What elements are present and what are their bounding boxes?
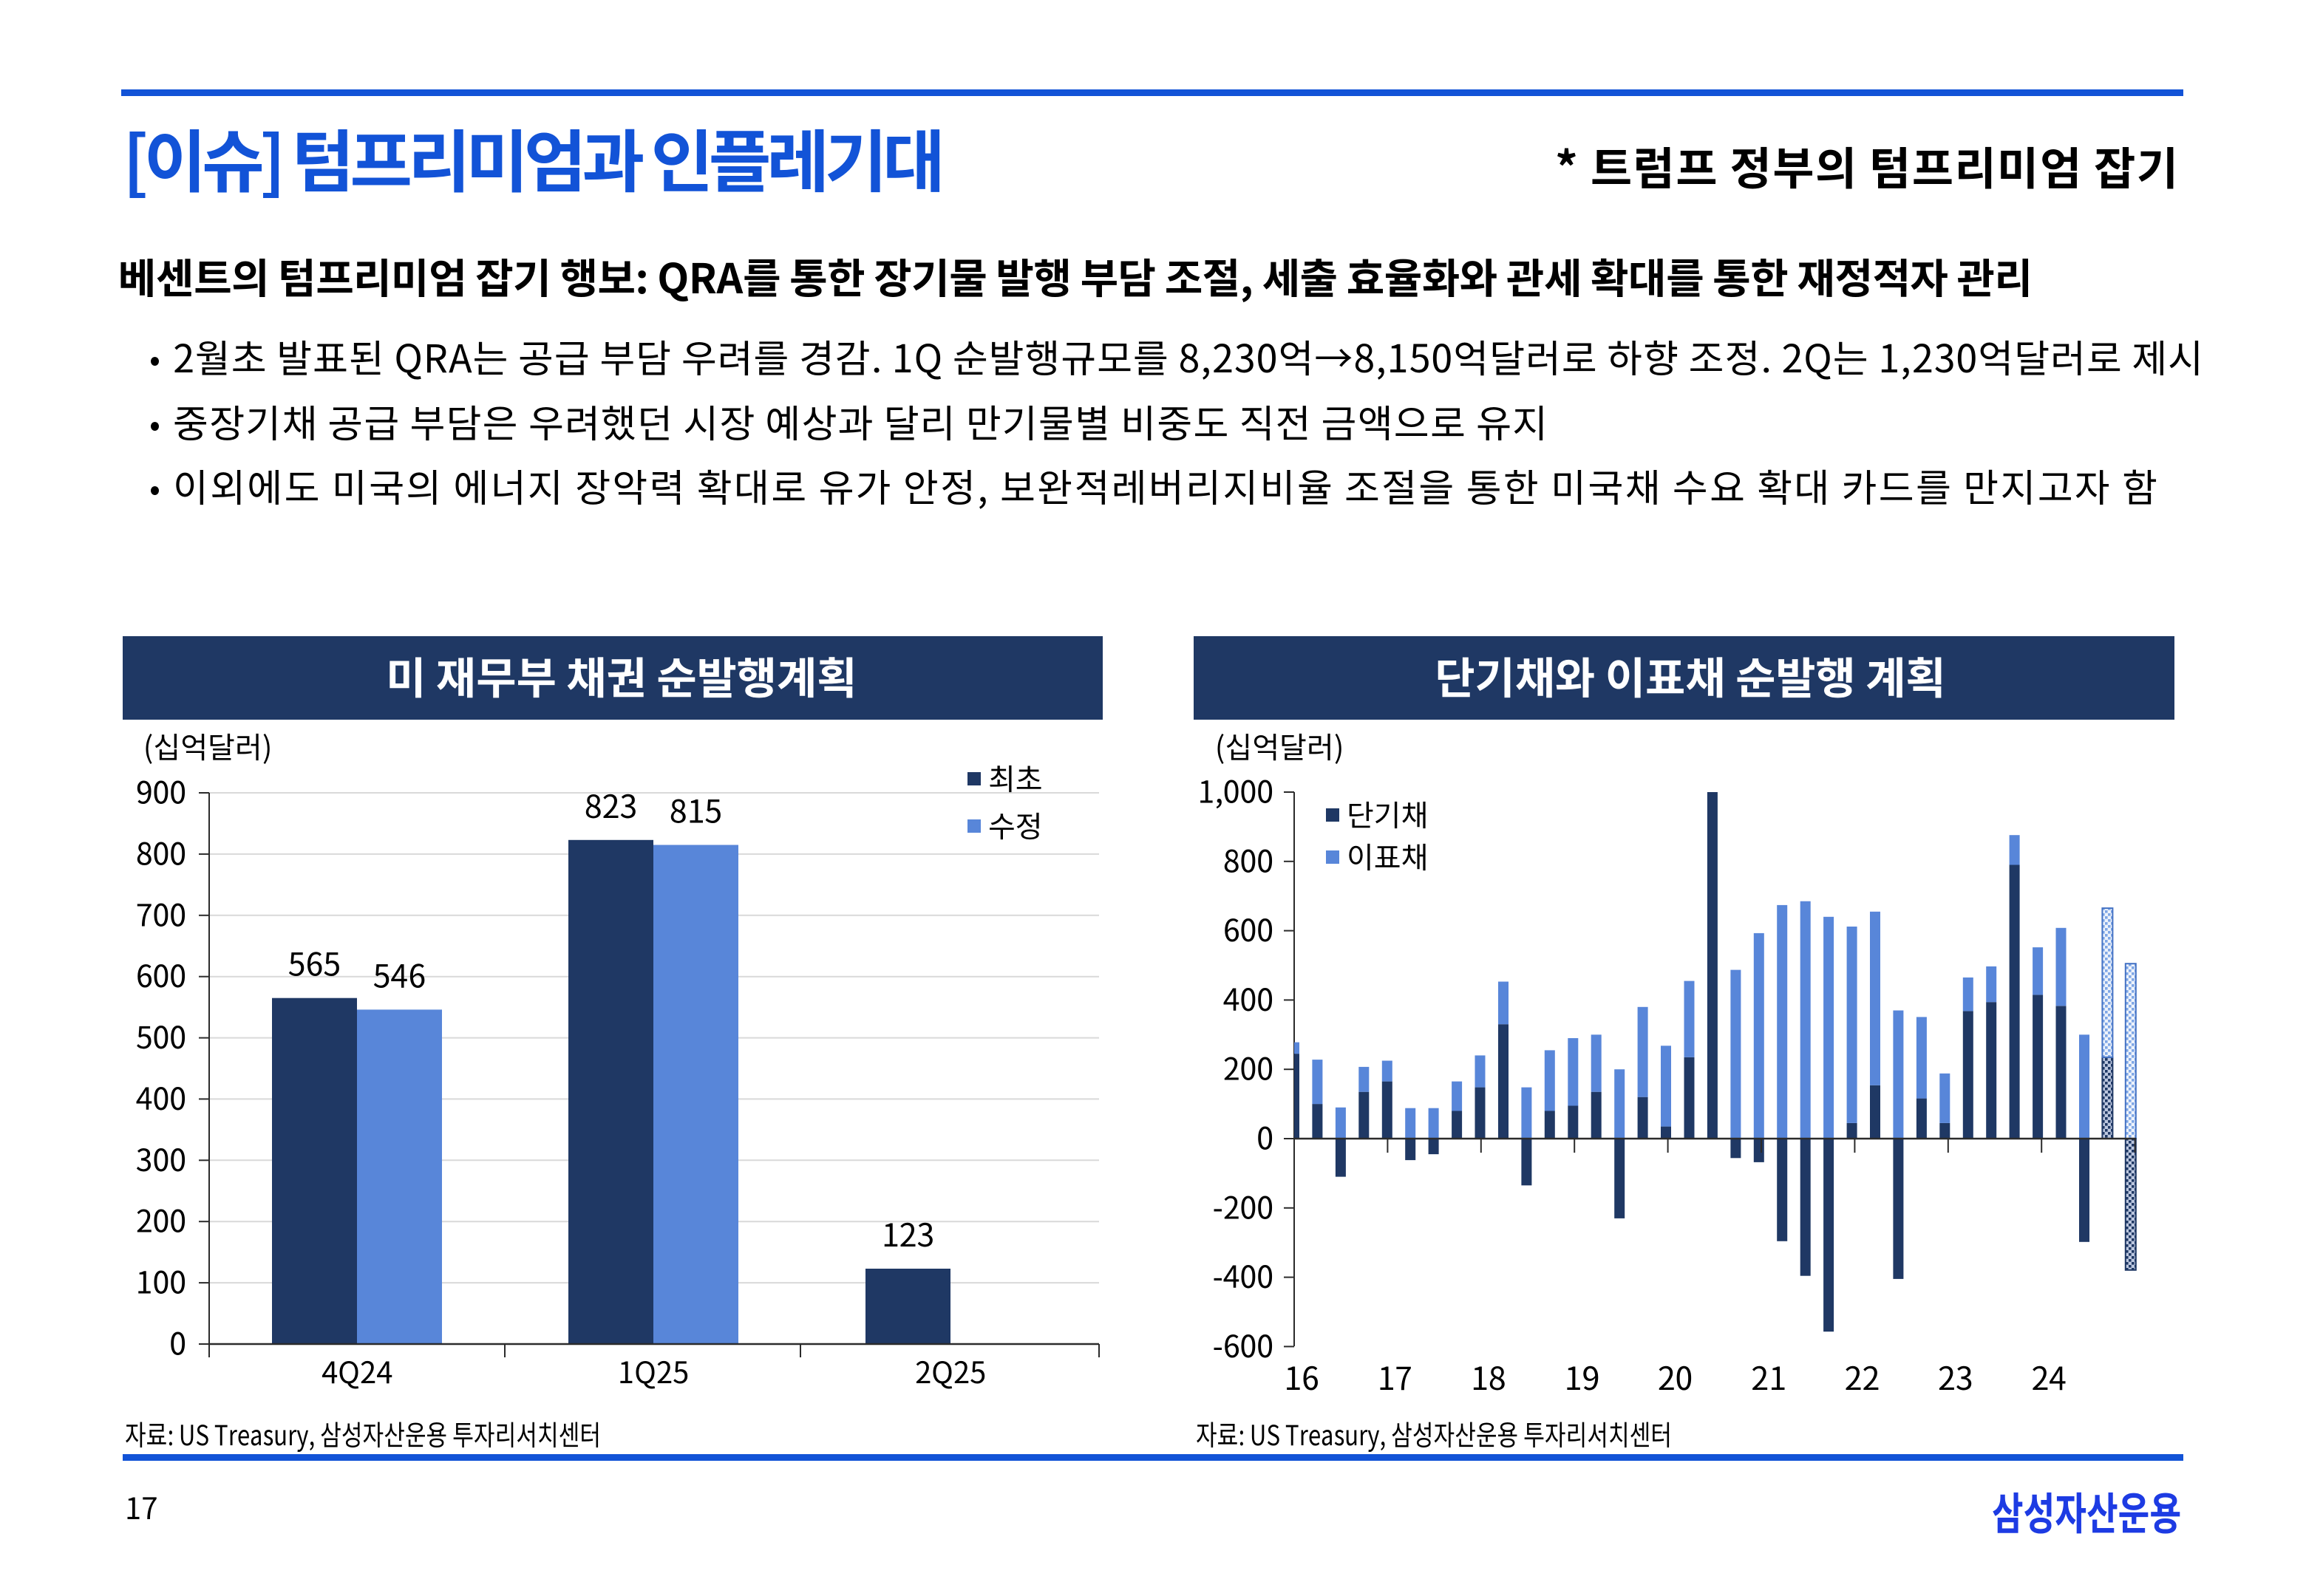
- svg-text:0: 0: [1256, 1114, 1273, 1159]
- svg-text:•: •: [149, 398, 160, 446]
- svg-text:800: 800: [1223, 836, 1273, 881]
- svg-text:21: 21: [1751, 1354, 1786, 1399]
- svg-text:17: 17: [125, 1485, 157, 1528]
- svg-text:단기채: 단기채: [1347, 792, 1428, 835]
- svg-text:565: 565: [288, 940, 341, 986]
- svg-text:22: 22: [1845, 1354, 1880, 1399]
- svg-text:수정: 수정: [988, 803, 1043, 846]
- svg-text:500: 500: [136, 1013, 186, 1057]
- svg-text:단기채와 이표채 순발행 계획: 단기채와 이표채 순발행 계획: [1435, 644, 1946, 706]
- svg-text:24: 24: [2031, 1354, 2067, 1399]
- svg-text:이표채: 이표채: [1347, 834, 1428, 877]
- svg-text:자료: US Treasury, 삼성자산운용 투자리서치센: 자료: US Treasury, 삼성자산운용 투자리서치센터: [1196, 1413, 1672, 1453]
- svg-text:4Q24: 4Q24: [322, 1349, 392, 1392]
- svg-text:베센트의 텀프리미엄 잡기 행보: QRA를 통한 장기물: 베센트의 텀프리미엄 잡기 행보: QRA를 통한 장기물 발행 부담 조절, …: [118, 246, 2033, 306]
- svg-text:자료: US Treasury, 삼성자산운용 투자리서치센: 자료: US Treasury, 삼성자산운용 투자리서치센터: [125, 1413, 601, 1453]
- svg-text:823: 823: [585, 782, 638, 828]
- svg-text:-600: -600: [1213, 1322, 1274, 1366]
- svg-text:200: 200: [1223, 1045, 1273, 1089]
- svg-text:-400: -400: [1213, 1252, 1274, 1297]
- svg-text:1,000: 1,000: [1198, 768, 1273, 812]
- svg-text:최초: 최초: [988, 756, 1043, 799]
- svg-text:삼성자산운용: 삼성자산운용: [1992, 1479, 2181, 1543]
- svg-text:400: 400: [1223, 975, 1273, 1020]
- svg-text:2월초 발표된 QRA는 공급 부담 우려를 경감. 1Q: 2월초 발표된 QRA는 공급 부담 우려를 경감. 1Q 순발행규모를 8,2…: [173, 328, 2203, 383]
- svg-text:이외에도 미국의 에너지 장악력 확대로 유가 안정, 보완: 이외에도 미국의 에너지 장악력 확대로 유가 안정, 보완적레버리지비율 조절…: [173, 457, 2157, 513]
- svg-text:16: 16: [1284, 1354, 1319, 1399]
- svg-text:17: 17: [1378, 1354, 1413, 1399]
- svg-text:200: 200: [136, 1197, 186, 1241]
- svg-text:900: 900: [136, 768, 186, 813]
- svg-text:123: 123: [882, 1210, 935, 1256]
- svg-text:[이슈] 텀프리미엄과 인플레기대: [이슈] 텀프리미엄과 인플레기대: [123, 108, 945, 206]
- svg-text:300: 300: [136, 1136, 186, 1180]
- svg-text:20: 20: [1658, 1354, 1693, 1399]
- svg-text:18: 18: [1471, 1354, 1506, 1399]
- svg-text:1Q25: 1Q25: [618, 1349, 689, 1392]
- svg-text:800: 800: [136, 829, 186, 873]
- svg-text:-200: -200: [1213, 1183, 1274, 1227]
- svg-text:400: 400: [136, 1074, 186, 1119]
- svg-text:(십억달러): (십억달러): [143, 724, 272, 767]
- svg-text:546: 546: [373, 951, 426, 997]
- svg-text:* 트럼프 정부의 텀프리미엄 잡기: * 트럼프 정부의 텀프리미엄 잡기: [1555, 132, 2178, 198]
- svg-text:100: 100: [136, 1258, 186, 1303]
- svg-text:815: 815: [670, 787, 723, 833]
- svg-text:2Q25: 2Q25: [915, 1349, 986, 1392]
- svg-text:19: 19: [1564, 1354, 1599, 1399]
- svg-text:600: 600: [1223, 906, 1273, 950]
- svg-text:23: 23: [1938, 1354, 1973, 1399]
- svg-text:700: 700: [136, 890, 186, 935]
- svg-text:0: 0: [169, 1320, 186, 1364]
- svg-text:600: 600: [136, 952, 186, 996]
- svg-text:중장기채 공급 부담은 우려했던 시장 예상과 달리 만기물: 중장기채 공급 부담은 우려했던 시장 예상과 달리 만기물별 비중도 직전 금…: [173, 393, 1548, 449]
- svg-text:•: •: [149, 463, 160, 510]
- svg-text:(십억달러): (십억달러): [1215, 724, 1344, 767]
- svg-text:•: •: [149, 333, 160, 381]
- svg-text:미 재무부 채권 순발행계획: 미 재무부 채권 순발행계획: [386, 644, 857, 706]
